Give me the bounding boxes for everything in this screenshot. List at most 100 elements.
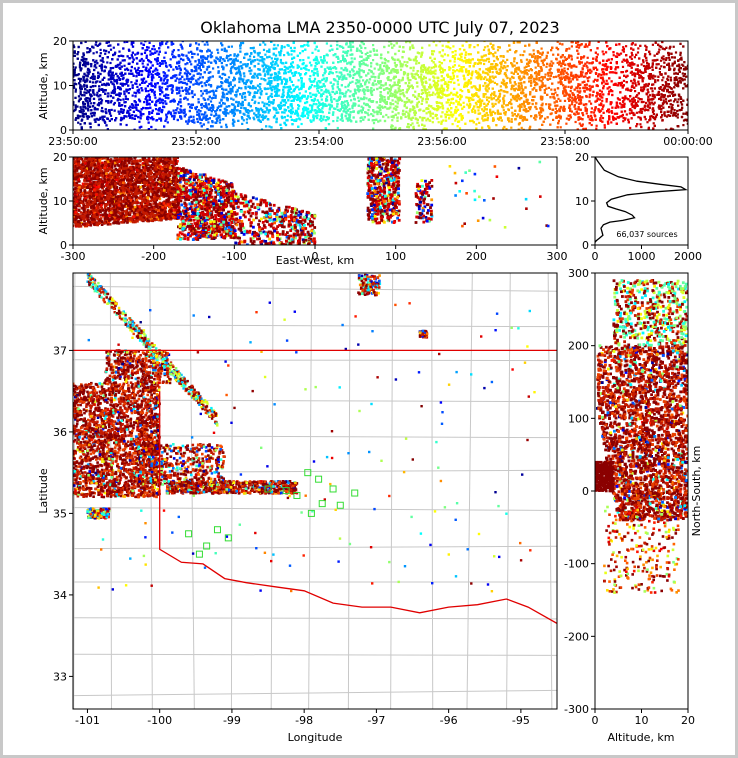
lightning-source (452, 76, 455, 80)
lightning-source (212, 67, 215, 70)
lightning-source (504, 66, 507, 69)
lightning-source (297, 72, 300, 75)
lightning-source (86, 71, 89, 74)
lightning-source (651, 59, 654, 62)
lightning-source (133, 128, 136, 130)
lightning-source (560, 73, 563, 76)
lightning-source (613, 112, 616, 115)
lightning-source (333, 98, 336, 101)
lightning-source (247, 111, 250, 114)
lightning-source (246, 63, 249, 66)
lightning-source (100, 69, 104, 72)
lightning-source (269, 84, 272, 87)
lightning-source (134, 53, 137, 56)
lightning-source (513, 64, 516, 67)
lightning-source (556, 41, 559, 43)
lightning-source (307, 95, 310, 98)
lightning-source (661, 79, 664, 82)
lightning-source (464, 56, 467, 59)
lightning-source (259, 56, 262, 59)
lightning-source (227, 76, 231, 79)
lightning-source (210, 90, 213, 93)
lightning-source (98, 43, 101, 46)
lightning-source (647, 98, 650, 101)
lightning-source (161, 62, 164, 65)
lightning-source (565, 117, 568, 120)
lightning-source (267, 96, 270, 99)
lightning-source (642, 100, 645, 104)
lightning-source (612, 118, 615, 121)
lightning-source (502, 109, 505, 112)
lightning-source (156, 62, 159, 65)
lightning-source (579, 96, 582, 99)
lightning-source (109, 114, 113, 117)
lightning-source (637, 97, 640, 100)
lightning-source (273, 87, 276, 91)
lightning-source (164, 119, 167, 122)
lightning-source (402, 94, 405, 97)
lightning-source (83, 85, 86, 88)
lightning-source (653, 101, 656, 104)
lightning-source (577, 118, 580, 121)
lightning-source (673, 60, 676, 63)
lightning-source (383, 64, 386, 68)
lightning-source (588, 96, 591, 99)
lightning-source (127, 91, 130, 95)
lightning-source (73, 86, 76, 89)
lightning-source (527, 106, 531, 109)
lightning-source (172, 117, 176, 121)
lightning-source (387, 44, 390, 47)
lightning-source (425, 119, 428, 122)
lightning-source (118, 112, 121, 115)
lightning-source (140, 57, 143, 61)
lightning-source (438, 65, 441, 68)
lightning-source (581, 123, 584, 126)
lightning-source (565, 122, 568, 125)
lightning-source (138, 83, 142, 86)
lightning-source (498, 89, 501, 92)
lightning-source (466, 103, 469, 106)
lightning-source (363, 93, 366, 96)
lightning-source (250, 82, 253, 85)
lightning-source (671, 103, 674, 107)
lightning-source (74, 90, 77, 93)
lightning-source (521, 90, 524, 93)
lightning-source (90, 102, 93, 105)
lightning-source (592, 111, 596, 114)
lightning-source (150, 52, 153, 55)
lightning-source (540, 47, 543, 50)
lightning-source (487, 60, 491, 63)
lightning-source (372, 88, 375, 91)
lightning-source (250, 62, 253, 65)
lightning-source (358, 49, 361, 52)
lightning-source (316, 70, 319, 73)
lightning-source (239, 47, 242, 50)
lightning-source (436, 83, 439, 86)
lightning-source (428, 66, 431, 69)
lightning-source (485, 96, 488, 99)
lightning-source (588, 62, 591, 65)
lightning-source (465, 68, 468, 71)
lightning-source (142, 113, 145, 116)
lightning-source (107, 92, 110, 95)
lightning-source (73, 84, 75, 87)
lightning-source (236, 90, 239, 93)
lightning-source (209, 54, 212, 57)
lightning-source (499, 85, 502, 88)
lightning-source (147, 90, 150, 93)
lightning-source (268, 125, 271, 128)
lightning-source (160, 119, 163, 122)
lightning-source (383, 96, 386, 99)
lightning-source (630, 57, 633, 60)
lightning-source (443, 59, 446, 62)
lightning-source (446, 89, 449, 92)
lightning-source (487, 96, 490, 99)
lightning-source (686, 64, 688, 67)
lightning-source (351, 80, 354, 83)
lightning-source (99, 59, 102, 62)
lightning-source (417, 61, 421, 65)
lightning-source (166, 121, 169, 124)
lightning-source (218, 101, 221, 104)
lightning-source (605, 79, 608, 82)
lightning-source (454, 53, 457, 56)
